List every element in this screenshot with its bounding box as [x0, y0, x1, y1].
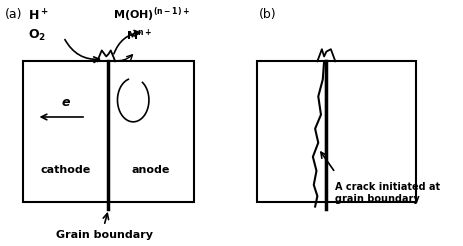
Text: (b): (b) [258, 8, 276, 21]
Text: $\mathbf{M(OH)^{(n-1)+}}$: $\mathbf{M(OH)^{(n-1)+}}$ [113, 5, 190, 24]
Bar [325, 61, 415, 202]
Text: $\mathbf{M^{n+}}$: $\mathbf{M^{n+}}$ [126, 28, 152, 43]
Text: (a): (a) [5, 8, 23, 21]
Bar [256, 61, 325, 202]
Text: $\mathbf{O_2}$: $\mathbf{O_2}$ [28, 28, 46, 43]
Text: Grain boundary: Grain boundary [56, 230, 152, 240]
Bar [23, 61, 194, 202]
Text: e: e [62, 95, 70, 108]
Text: $\mathbf{H^+}$: $\mathbf{H^+}$ [28, 8, 48, 24]
Text: cathode: cathode [41, 165, 91, 175]
Text: A crack initiated at
grain boundary: A crack initiated at grain boundary [335, 182, 439, 204]
Text: anode: anode [131, 165, 170, 175]
